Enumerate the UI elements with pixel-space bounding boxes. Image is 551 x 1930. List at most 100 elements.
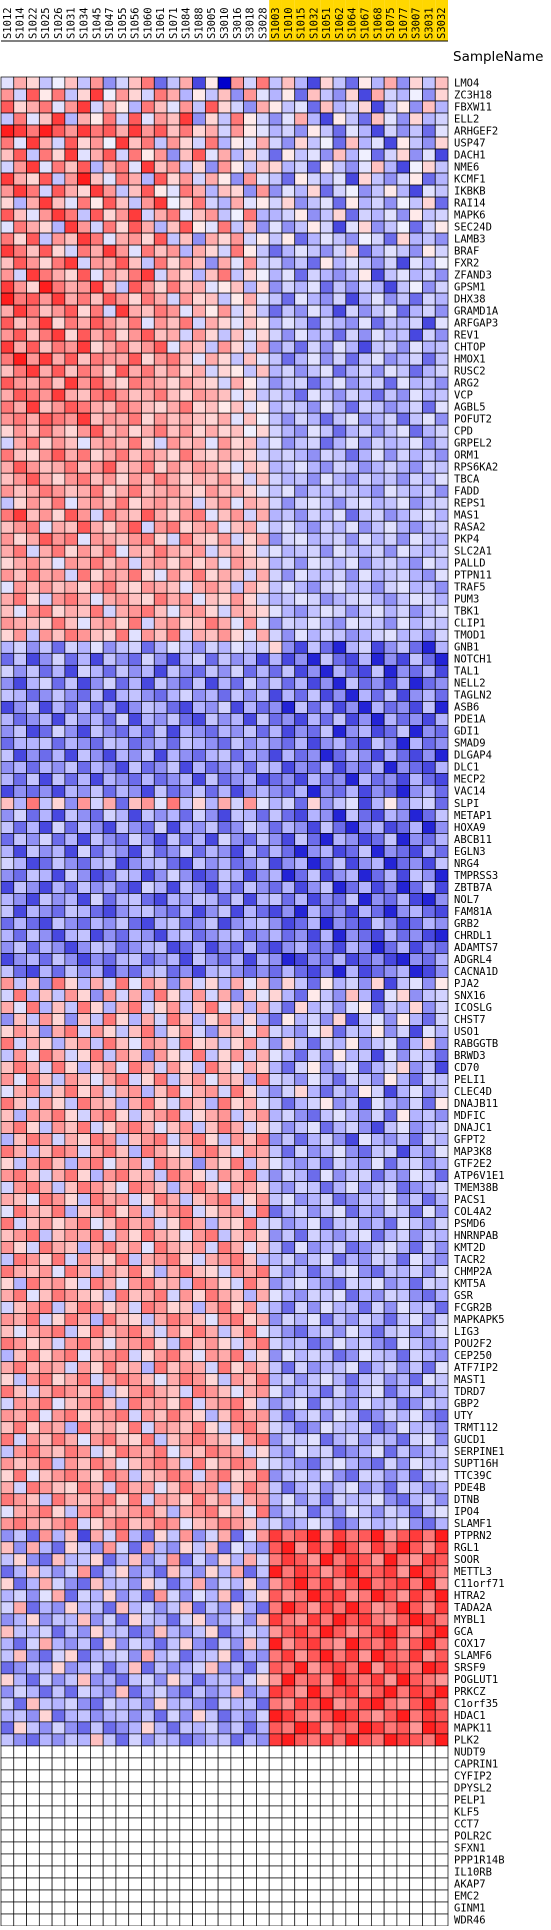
heatmap-cell [129, 1698, 142, 1710]
heatmap-cell [333, 1170, 346, 1182]
heatmap-cell [384, 1638, 397, 1650]
heatmap-cell [116, 1218, 129, 1230]
heatmap-cell [205, 905, 218, 917]
heatmap-cell [14, 1626, 27, 1638]
heatmap-cell [371, 929, 384, 941]
heatmap-cell [384, 185, 397, 197]
heatmap-cell [27, 881, 40, 893]
heatmap-cell [269, 1014, 282, 1026]
heatmap-cell [205, 1506, 218, 1518]
heatmap-cell [371, 1074, 384, 1086]
heatmap-cell [282, 485, 295, 497]
heatmap-cell [141, 665, 154, 677]
heatmap-cell [308, 1734, 321, 1746]
heatmap-cell [256, 1482, 269, 1494]
heatmap-cell [167, 1146, 180, 1158]
heatmap-cell [371, 1134, 384, 1146]
heatmap-cell [90, 461, 103, 473]
heatmap-cell [129, 353, 142, 365]
heatmap-cell [397, 1482, 410, 1494]
heatmap-cell [359, 1578, 372, 1590]
heatmap-cell [65, 485, 78, 497]
heatmap-cell [359, 1086, 372, 1098]
heatmap-cell [129, 545, 142, 557]
heatmap-cell [320, 845, 333, 857]
heatmap-cell [410, 689, 423, 701]
heatmap-cell [359, 1710, 372, 1722]
heatmap-cell [256, 569, 269, 581]
heatmap-cell [269, 1554, 282, 1566]
heatmap-cell [231, 557, 244, 569]
heatmap-cell [205, 1134, 218, 1146]
heatmap-cell [39, 1122, 52, 1134]
heatmap-cell [295, 665, 308, 677]
heatmap-cell [333, 437, 346, 449]
heatmap-cell [244, 245, 257, 257]
heatmap-cell [39, 1458, 52, 1470]
heatmap-cell [27, 1422, 40, 1434]
heatmap-cell [308, 1230, 321, 1242]
heatmap-cell [320, 1698, 333, 1710]
heatmap-cell [269, 1050, 282, 1062]
heatmap-cell [231, 1086, 244, 1098]
heatmap-cell [78, 473, 91, 485]
heatmap-cell [141, 869, 154, 881]
heatmap-cell [333, 1686, 346, 1698]
heatmap-cell [295, 893, 308, 905]
heatmap-cell [371, 881, 384, 893]
heatmap-cell [359, 101, 372, 113]
heatmap-cell [371, 641, 384, 653]
heatmap-cell [282, 269, 295, 281]
heatmap-cell [308, 1530, 321, 1542]
heatmap-cell [154, 1602, 167, 1614]
heatmap-cell [282, 221, 295, 233]
heatmap-cell [282, 1026, 295, 1038]
heatmap-cell [244, 185, 257, 197]
heatmap-cell [282, 1242, 295, 1254]
heatmap-cell [167, 977, 180, 989]
heatmap-cell [180, 1062, 193, 1074]
heatmap-cell [422, 1218, 435, 1230]
heatmap-cell [193, 557, 206, 569]
heatmap-cell [359, 161, 372, 173]
heatmap-cell [333, 1230, 346, 1242]
heatmap-cell [116, 1758, 129, 1770]
heatmap-cell [371, 701, 384, 713]
heatmap-cell [154, 389, 167, 401]
heatmap-cell [14, 905, 27, 917]
heatmap-cell [193, 1014, 206, 1026]
heatmap-cell [371, 77, 384, 89]
heatmap-cell [231, 233, 244, 245]
heatmap-cell [244, 1518, 257, 1530]
heatmap-cell [384, 605, 397, 617]
heatmap-cell [39, 1326, 52, 1338]
heatmap-cell [193, 1362, 206, 1374]
heatmap-cell [141, 653, 154, 665]
heatmap-cell [269, 869, 282, 881]
heatmap-cell [397, 881, 410, 893]
heatmap-cell [1, 1158, 14, 1170]
heatmap-cell [256, 1650, 269, 1662]
heatmap-cell [103, 245, 116, 257]
heatmap-cell [422, 1314, 435, 1326]
heatmap-cell [422, 293, 435, 305]
heatmap-cell [167, 1266, 180, 1278]
heatmap-cell [218, 881, 231, 893]
heatmap-cell [65, 605, 78, 617]
heatmap-cell [397, 149, 410, 161]
heatmap-cell [320, 149, 333, 161]
heatmap-cell [384, 1470, 397, 1482]
heatmap-cell [269, 1518, 282, 1530]
heatmap-cell [103, 1494, 116, 1506]
heatmap-cell [27, 665, 40, 677]
heatmap-cell [218, 965, 231, 977]
heatmap-cell [154, 173, 167, 185]
heatmap-cell [359, 725, 372, 737]
heatmap-cell [180, 1686, 193, 1698]
heatmap-cell [116, 833, 129, 845]
heatmap-cell [256, 293, 269, 305]
heatmap-cell [1, 269, 14, 281]
heatmap-cell [52, 1470, 65, 1482]
heatmap-cell [256, 797, 269, 809]
heatmap-cell [218, 89, 231, 101]
